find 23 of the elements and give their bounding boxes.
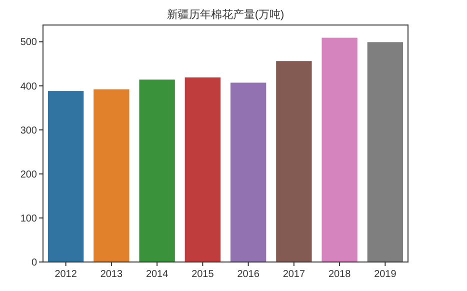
y-tick-label: 0 <box>31 258 38 268</box>
y-tick-label: 300 <box>20 125 38 136</box>
bar <box>184 76 222 262</box>
bar <box>275 60 313 262</box>
x-tick-label: 2017 <box>282 269 306 280</box>
y-tick-label: 400 <box>20 81 38 92</box>
x-tick-label: 2014 <box>146 269 169 280</box>
y-tick-label: 100 <box>20 213 38 224</box>
bar <box>138 78 176 262</box>
bar <box>320 36 358 262</box>
bar <box>366 41 404 262</box>
y-tick-label: 500 <box>20 37 38 48</box>
x-tick-label: 2018 <box>328 269 352 280</box>
x-tick-label: 2019 <box>374 269 397 280</box>
x-tick-label: 2013 <box>100 269 123 280</box>
bar <box>47 90 84 262</box>
chart-title: 新疆历年棉花产量(万吨) <box>166 8 284 21</box>
x-tick-label: 2012 <box>54 269 78 280</box>
bar <box>92 88 130 262</box>
x-tick-label: 2015 <box>192 269 214 280</box>
bar <box>230 82 267 262</box>
y-tick-label: 200 <box>20 169 38 180</box>
x-tick-label: 2016 <box>237 269 260 280</box>
